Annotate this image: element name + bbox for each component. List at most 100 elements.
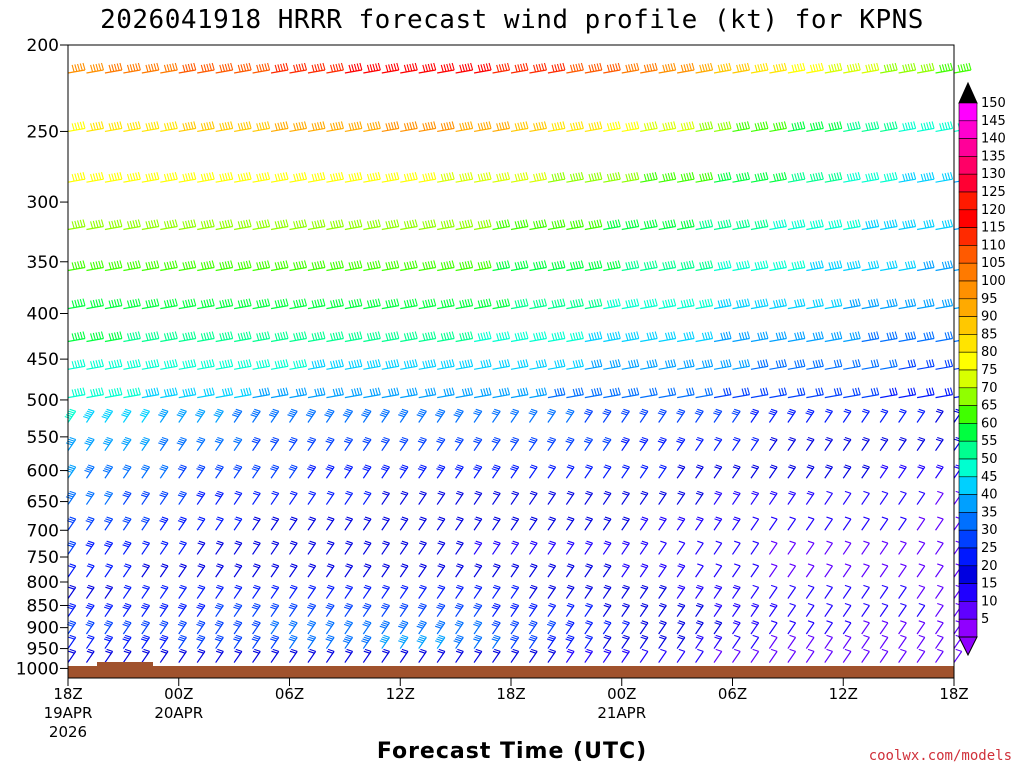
wind-barbs	[64, 62, 972, 663]
barb-flag	[488, 359, 492, 367]
barb-flag	[569, 300, 574, 308]
barb-flag	[535, 261, 539, 270]
barb-flag	[295, 220, 299, 229]
wind-barb	[861, 121, 880, 133]
barb-flag	[311, 64, 315, 73]
barb-flag	[314, 122, 318, 131]
wind-barb	[528, 408, 538, 423]
barb-flag	[641, 490, 649, 494]
barb-flag	[330, 123, 334, 131]
barb-flag	[615, 172, 619, 180]
barb-flag	[707, 359, 711, 367]
wind-barb	[379, 408, 390, 423]
wind-barb	[121, 408, 132, 423]
barb-flag	[470, 121, 474, 129]
barb-flag	[606, 221, 610, 229]
barb-flag	[535, 332, 539, 341]
barb-flag	[551, 64, 555, 73]
barb-flag	[572, 64, 576, 72]
barb-flag	[185, 261, 189, 270]
wind-barb	[455, 490, 464, 505]
barb-flag	[440, 262, 444, 270]
barb-flag	[340, 62, 344, 71]
barb-flag	[731, 412, 738, 416]
barb-flag	[153, 331, 157, 340]
barb-flag	[340, 331, 344, 339]
barb-flag	[917, 438, 924, 442]
barb-flag	[549, 408, 556, 412]
barb-flag	[274, 123, 278, 131]
barb-flag	[245, 298, 249, 307]
barb-flag	[211, 172, 215, 180]
barb-flag	[156, 387, 160, 395]
wind-barb	[492, 490, 501, 505]
barb-flag	[496, 262, 500, 270]
barb-flag	[182, 361, 186, 369]
barb-flag	[736, 173, 740, 182]
barb-flag	[683, 261, 687, 270]
barb-flag	[412, 172, 416, 180]
barb-flag	[264, 63, 268, 71]
barb-flag	[409, 299, 413, 307]
barb-flag	[414, 387, 418, 395]
barb-flag	[303, 172, 308, 180]
barb-flag	[403, 123, 407, 131]
wind-barb	[86, 121, 104, 133]
barb-flag	[474, 466, 481, 470]
barb-flag	[881, 436, 889, 441]
barb-flag	[820, 359, 824, 367]
barb-flag	[578, 172, 582, 180]
barb-flag	[894, 387, 898, 395]
barb-flag	[781, 63, 785, 71]
barb-flag	[213, 414, 220, 418]
barb-flag	[802, 359, 806, 367]
wind-barb	[213, 408, 224, 423]
wind-barb	[861, 408, 870, 423]
wind-barb	[658, 331, 677, 343]
barb-flag	[396, 172, 400, 180]
wind-barb	[565, 436, 575, 452]
wind-barb	[806, 298, 824, 310]
barb-flag	[504, 121, 508, 130]
barb-flag	[950, 172, 954, 180]
barb-flag	[143, 490, 150, 494]
barb-flag	[902, 123, 906, 131]
barb-flag	[891, 121, 895, 130]
barb-flag	[369, 122, 373, 131]
barb-flag	[720, 360, 724, 368]
barb-flag	[116, 121, 120, 130]
barb-flag	[84, 469, 91, 473]
barb-flag	[520, 261, 524, 269]
barb-flag	[535, 64, 539, 72]
barb-flag	[338, 331, 342, 340]
wind-barb	[621, 172, 640, 183]
wind-barb	[677, 172, 695, 183]
barb-flag	[765, 298, 769, 306]
wind-barb	[160, 172, 178, 183]
wind-barb	[344, 62, 363, 74]
wind-barb	[418, 121, 437, 133]
barb-flag	[720, 122, 724, 131]
wind-barb	[123, 387, 141, 399]
barb-flag	[90, 262, 94, 270]
barb-flag	[135, 219, 139, 228]
barb-flag	[459, 262, 463, 270]
wind-barb	[473, 260, 492, 272]
barb-flag	[433, 359, 437, 367]
barb-flag	[143, 464, 150, 468]
barb-flag	[338, 121, 342, 130]
wind-barb	[123, 172, 141, 183]
wind-barb	[842, 464, 852, 479]
barb-flag	[282, 298, 286, 307]
wind-barb	[898, 359, 917, 370]
wind-barb	[732, 436, 741, 452]
barb-flag	[298, 360, 302, 368]
barb-flag	[406, 299, 410, 308]
barb-flag	[145, 221, 149, 229]
barb-flag	[947, 298, 951, 307]
barb-flag	[596, 172, 600, 180]
wind-barb	[658, 121, 677, 133]
barb-flag	[533, 64, 537, 73]
wind-barb	[400, 331, 418, 343]
barb-flag	[388, 388, 392, 397]
